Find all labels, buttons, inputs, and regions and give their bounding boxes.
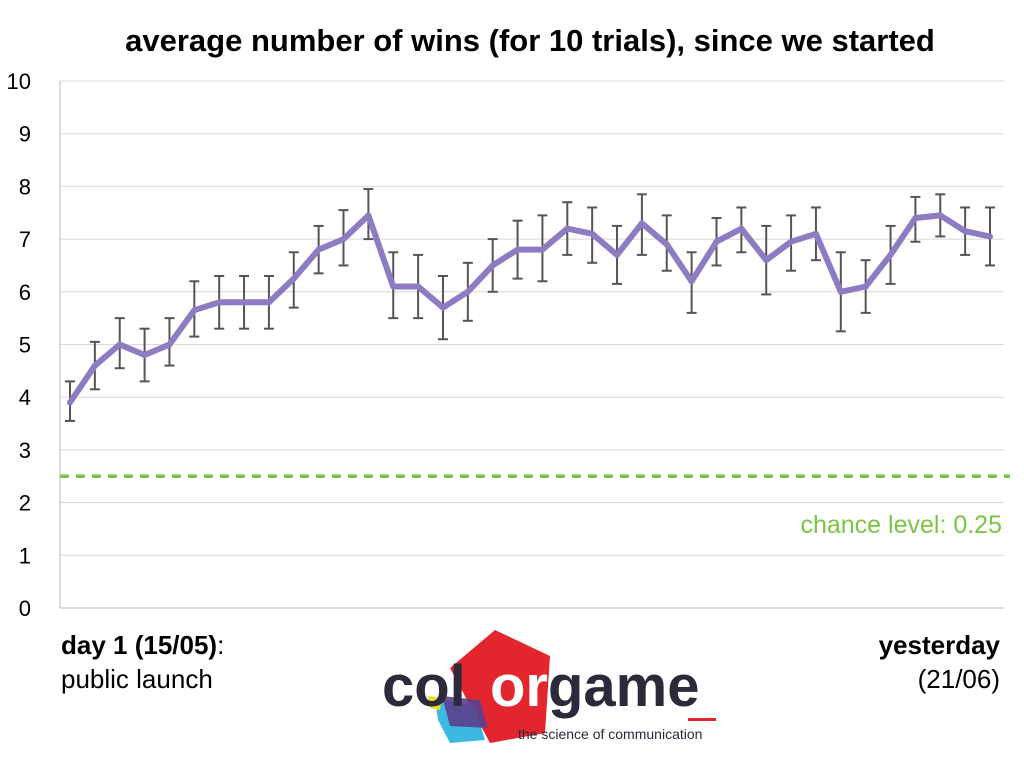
data-point bbox=[688, 278, 695, 285]
footer-end: yesterday (21/06) bbox=[879, 628, 1000, 696]
data-point bbox=[489, 262, 496, 269]
data-point bbox=[887, 251, 894, 258]
data-point bbox=[315, 246, 322, 253]
data-point bbox=[812, 230, 819, 237]
data-point bbox=[415, 283, 422, 290]
y-tick-label-2: 2 bbox=[19, 491, 31, 516]
data-point bbox=[390, 283, 397, 290]
data-point bbox=[464, 288, 471, 295]
data-point bbox=[141, 352, 148, 359]
data-point bbox=[290, 275, 297, 282]
data-point bbox=[265, 299, 272, 306]
start-description: public launch bbox=[61, 664, 213, 694]
logo-word-or: or bbox=[490, 654, 548, 719]
data-point bbox=[713, 238, 720, 245]
data-point bbox=[763, 257, 770, 264]
start-date-label: day 1 (15/05) bbox=[61, 630, 218, 660]
data-point bbox=[663, 241, 670, 248]
logo-subtitle: the science of communication bbox=[518, 726, 702, 742]
data-point bbox=[191, 307, 198, 314]
logo-underscore bbox=[688, 718, 716, 721]
y-tick-label-1: 1 bbox=[19, 543, 31, 568]
data-point bbox=[91, 362, 98, 369]
chart-title: average number of wins (for 10 trials), … bbox=[125, 23, 935, 58]
data-point bbox=[937, 212, 944, 219]
data-point bbox=[216, 299, 223, 306]
colorgame-logo: col or game the science of communication bbox=[382, 630, 716, 743]
data-point bbox=[539, 246, 546, 253]
data-point bbox=[788, 238, 795, 245]
data-point bbox=[365, 212, 372, 219]
data-point bbox=[962, 228, 969, 235]
y-tick-label-3: 3 bbox=[19, 438, 31, 463]
end-date-label: yesterday bbox=[878, 630, 1000, 660]
data-point bbox=[116, 341, 123, 348]
data-point bbox=[439, 304, 446, 311]
y-tick-label-7: 7 bbox=[19, 227, 31, 252]
data-point bbox=[589, 230, 596, 237]
data-point bbox=[837, 288, 844, 295]
y-tick-label-8: 8 bbox=[19, 174, 31, 199]
chance-level-label: chance level: 0.25 bbox=[800, 511, 1002, 539]
series-line bbox=[67, 212, 993, 406]
logo-word-game: game bbox=[548, 654, 700, 719]
data-point bbox=[564, 225, 571, 232]
data-point bbox=[614, 251, 621, 258]
series-polyline bbox=[67, 212, 993, 406]
data-point bbox=[241, 299, 248, 306]
data-point bbox=[862, 283, 869, 290]
y-tick-label-9: 9 bbox=[19, 122, 31, 147]
y-tick-label-5: 5 bbox=[19, 333, 31, 358]
data-point bbox=[638, 220, 645, 227]
data-point bbox=[912, 215, 919, 222]
start-date-colon: : bbox=[217, 630, 225, 660]
data-point bbox=[340, 236, 347, 243]
data-point bbox=[987, 233, 993, 240]
data-point bbox=[166, 341, 173, 348]
data-point bbox=[738, 225, 745, 232]
y-tick-label-10: 10 bbox=[7, 69, 31, 94]
y-tick-label-4: 4 bbox=[19, 385, 31, 410]
chart: average number of wins (for 10 trials), … bbox=[7, 23, 1010, 621]
y-tick-label-0: 0 bbox=[19, 596, 31, 621]
logo-shapes bbox=[428, 630, 550, 743]
logo-word-col: col bbox=[382, 654, 466, 719]
data-point bbox=[67, 399, 73, 406]
grid bbox=[60, 80, 1004, 556]
end-date-value: (21/06) bbox=[917, 664, 1000, 694]
axes: 0 1 2 3 4 5 6 7 8 9 10 bbox=[7, 69, 1004, 621]
data-point bbox=[514, 246, 521, 253]
footer-start: day 1 (15/05): public launch bbox=[61, 628, 224, 696]
y-tick-label-6: 6 bbox=[19, 280, 31, 305]
